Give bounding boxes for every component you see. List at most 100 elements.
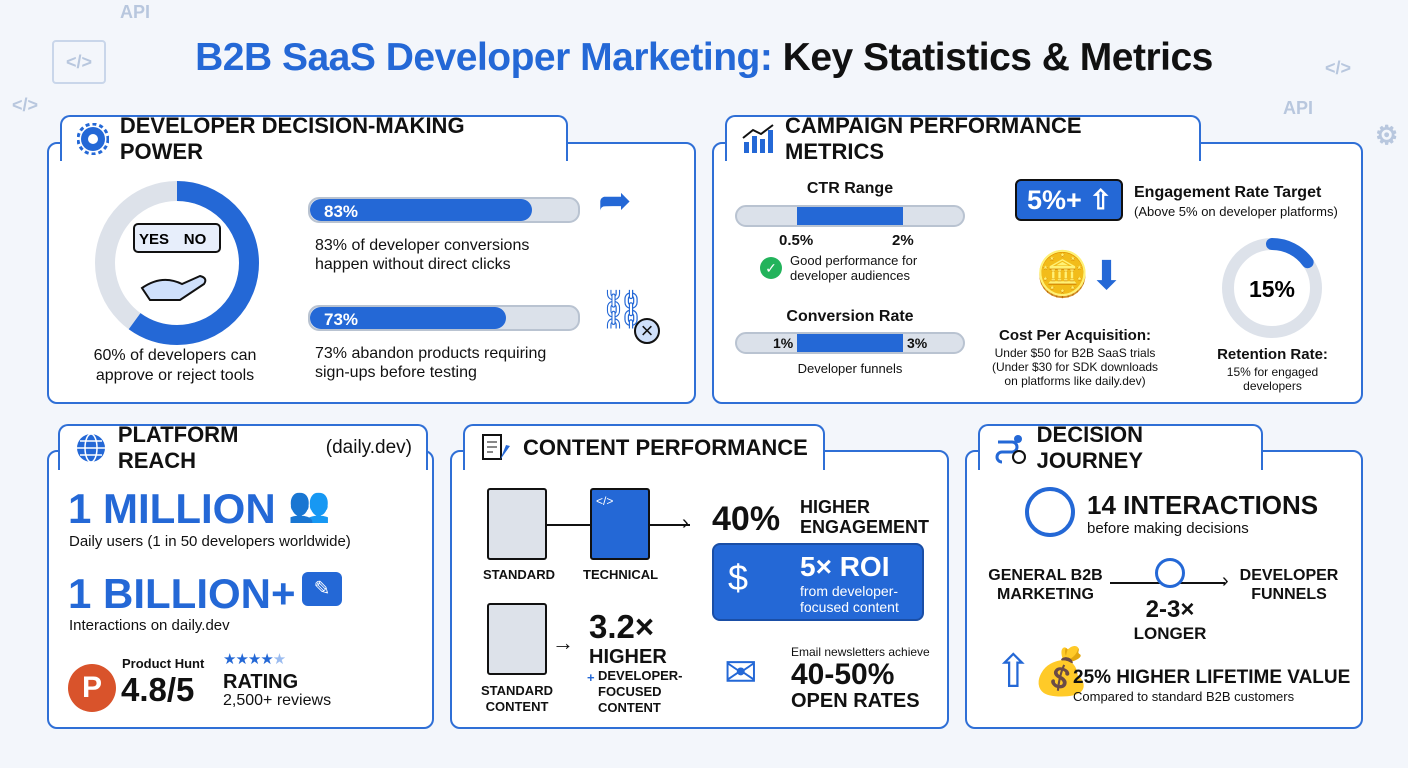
yes-no-sign <box>133 223 221 253</box>
section-heading: CONTENT PERFORMANCE <box>523 435 808 460</box>
document-rocket-icon <box>479 431 513 465</box>
retention-value: 15% <box>1249 276 1295 302</box>
roi-value: 5× ROI <box>800 551 890 582</box>
ctr-high: 2% <box>892 232 914 249</box>
section-heading: DECISION JOURNEY <box>1036 422 1144 473</box>
page-title: B2B SaaS Developer Marketing: Key Statis… <box>195 36 1213 79</box>
reach-tab: PLATFORM REACH (daily.dev) <box>58 422 428 473</box>
plus-icon: + <box>587 670 595 685</box>
code-icon: </> <box>1325 58 1352 78</box>
ctr-note: Good performance for developer audiences <box>790 253 918 283</box>
roi-note: from developer-focused content <box>800 583 899 615</box>
general-label: GENERAL B2B MARKETING <box>988 567 1103 603</box>
heading-suffix: (daily.dev) <box>325 437 412 458</box>
ltv-note: Compared to standard B2B customers <box>1073 689 1295 704</box>
developer-label: DEVELOPER FUNNELS <box>1239 567 1339 603</box>
open-rates-value: 40-50% <box>791 658 895 691</box>
ctr-range-bar <box>735 205 965 227</box>
technical-doc-icon: </> <box>590 488 650 560</box>
open-rates-label: OPEN RATES <box>791 690 920 712</box>
code-window-icon: </> <box>52 40 106 84</box>
technical-label: TECHNICAL <box>583 567 659 582</box>
gear-icon <box>76 122 110 156</box>
api-icon: API <box>1283 98 1314 118</box>
approval-donut: YES NO <box>95 181 259 345</box>
standard-content-doc-icon <box>487 603 547 675</box>
donut-fill <box>95 181 259 345</box>
higher-label: HIGHER <box>589 646 667 668</box>
interactions-value: 14 INTERACTIONS <box>1087 490 1319 520</box>
arrow-up-icon: ⇧ <box>1089 185 1112 215</box>
multiplier-value: 3.2× <box>589 608 655 645</box>
longer-value: 2-3× <box>1145 596 1195 623</box>
bar-caption: 83% of developer conversions happen with… <box>315 237 530 273</box>
engagement-title: Engagement Rate Target <box>1134 184 1322 201</box>
longer-label: LONGER <box>1133 624 1207 643</box>
arrow-right-icon: › <box>1222 570 1229 592</box>
users-globe-icon: 👥 <box>288 486 331 524</box>
section-heading: PLATFORM REACH <box>117 422 239 473</box>
retention-title: Retention Rate: <box>1217 346 1328 363</box>
users-note: Daily users (1 in 50 developers worldwid… <box>69 533 351 550</box>
campaign-tab: CAMPAIGN PERFORMANCE METRICS <box>725 113 1201 164</box>
route-clock-icon <box>994 431 1027 465</box>
retention-note: 15% for engaged developers <box>1226 365 1319 393</box>
ltv-value: 25% HIGHER LIFETIME VALUE <box>1073 667 1351 688</box>
chat-click-icon: ✎ <box>302 572 342 606</box>
clock-icon <box>1025 487 1075 537</box>
cpa-title: Cost Per Acquisition: <box>999 327 1151 344</box>
decision-power-tab: DEVELOPER DECISION-MAKING POWER <box>60 113 568 164</box>
journey-tab: DECISION JOURNEY <box>978 422 1263 473</box>
broken-link-icon: ⛓ × <box>598 288 660 344</box>
money-hand-icon: $ <box>728 557 749 598</box>
globe-icon <box>74 431 108 465</box>
rating-label: RATING <box>223 671 299 693</box>
standard-label: STANDARD <box>483 567 555 582</box>
progress-bar-73: 73% <box>308 305 580 331</box>
conversion-note: Developer funnels <box>797 361 903 376</box>
gear-icon: ⚙ <box>1375 120 1399 150</box>
star-rating: ★★★★★ <box>223 651 286 668</box>
conversion-title: Conversion Rate <box>786 308 914 325</box>
bar-caption: 73% abandon products requiring sign-ups … <box>315 345 547 381</box>
ctr-low: 0.5% <box>779 232 814 249</box>
retention-fill <box>1222 238 1322 338</box>
coins-down-icon: 🪙⬇ <box>1035 250 1124 299</box>
email-icon: ✉ <box>724 651 758 695</box>
bar-chart-icon <box>741 122 775 156</box>
users-value: 1 MILLION <box>68 485 276 532</box>
content-tab: CONTENT PERFORMANCE <box>463 424 825 470</box>
progress-bar-83: 83% <box>308 197 580 223</box>
cpa-line1: Under $50 for B2B SaaS trials <box>994 346 1156 360</box>
dev-focused-label: DEVELOPER-FOCUSED CONTENT <box>598 668 683 715</box>
arrow-head: › <box>682 512 689 534</box>
connector-line <box>547 524 591 526</box>
roi-card: $ 5× ROI from developer-focused content <box>712 543 924 621</box>
arrow-right-icon <box>650 524 690 526</box>
standard-content-label: STANDARD CONTENT <box>481 683 553 714</box>
ctr-title: CTR Range <box>806 180 894 197</box>
rating-value: 4.8/5 <box>121 671 195 708</box>
section-heading: CAMPAIGN PERFORMANCE METRICS <box>785 113 1082 164</box>
retention-donut: 15% <box>1222 238 1322 338</box>
engagement-badge: 5%+ ⇧ <box>1015 179 1123 221</box>
section-heading: DEVELOPER DECISION-MAKING POWER <box>119 113 465 164</box>
cpa-line2: (Under $30 for SDK downloads on platform… <box>991 360 1159 388</box>
checkmark-icon: ✓ <box>760 257 782 279</box>
reviews-count: 2,500+ reviews <box>223 692 332 709</box>
code-icon: </> <box>12 95 39 115</box>
growth-moneybag-icon: ⇧💰 <box>994 645 1090 697</box>
standard-doc-icon <box>487 488 547 560</box>
engagement-note: (Above 5% on developer platforms) <box>1134 204 1338 219</box>
interactions-note: before making decisions <box>1087 520 1249 537</box>
producthunt-label: Product Hunt <box>122 656 205 671</box>
conversion-range-bar: 1% 3% <box>735 332 965 354</box>
arrow-right-icon: → <box>552 630 574 655</box>
user-redirect-icon: ➦ <box>598 179 632 223</box>
yes-label: YES <box>139 231 169 248</box>
clock-icon <box>1155 558 1185 588</box>
producthunt-logo: P <box>68 664 116 712</box>
interactions-note: Interactions on daily.dev <box>69 617 230 634</box>
hand-icon <box>140 274 207 301</box>
api-icon: API <box>120 2 151 22</box>
